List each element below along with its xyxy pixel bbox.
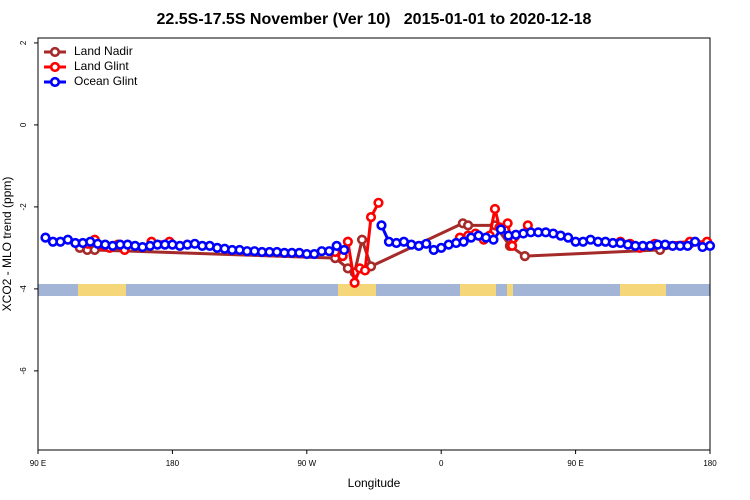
point	[488, 234, 499, 245]
chart-title: 22.5S-17.5S November (Ver 10) 2015-01-01…	[157, 11, 592, 28]
y-tick-label: 2	[19, 40, 28, 45]
point	[519, 250, 530, 262]
point	[324, 246, 335, 257]
point	[462, 220, 474, 231]
legend-label: Ocean Glint	[74, 74, 138, 88]
legend-marker	[49, 61, 61, 73]
land-band	[507, 284, 513, 296]
x-axis-label: Longitude	[348, 476, 401, 490]
x-tick-label: 90 E	[30, 459, 46, 468]
point	[507, 240, 518, 251]
point	[495, 224, 507, 235]
land-band	[78, 284, 126, 296]
point	[489, 203, 501, 215]
point	[331, 240, 342, 251]
point	[365, 212, 377, 223]
point	[689, 236, 701, 247]
point	[458, 236, 469, 247]
land-band	[620, 284, 666, 296]
y-tick-label: -6	[19, 367, 28, 375]
legend-item: Land Nadir	[44, 44, 133, 58]
x-tick-label: 180	[703, 459, 717, 468]
legend-marker	[49, 46, 61, 58]
point	[40, 232, 51, 243]
legend-label: Land Glint	[74, 59, 129, 73]
land-band	[460, 284, 496, 296]
surface-band	[38, 284, 710, 296]
point	[359, 265, 371, 276]
x-tick-label: 0	[439, 459, 444, 468]
y-axis-label: XCO2 - MLO trend (ppm)	[0, 177, 14, 312]
point	[349, 277, 360, 288]
point	[376, 220, 387, 231]
point	[339, 244, 350, 256]
legend-label: Land Nadir	[74, 44, 133, 58]
legend-item: Ocean Glint	[44, 74, 138, 88]
y-tick-label: 0	[19, 122, 28, 127]
point	[563, 232, 574, 243]
point	[502, 218, 513, 229]
x-tick-label: 90 E	[567, 459, 583, 468]
legend-marker	[49, 76, 61, 88]
x-tick-label: 90 W	[297, 459, 316, 468]
point	[704, 240, 716, 251]
point	[373, 197, 384, 208]
point	[421, 238, 432, 249]
point	[356, 234, 368, 245]
x-tick-label: 180	[166, 459, 180, 468]
point	[682, 240, 693, 251]
series	[40, 220, 716, 260]
point	[342, 236, 353, 247]
land-band	[338, 284, 376, 296]
legend-item: Land Glint	[44, 59, 129, 73]
y-tick-label: -4	[19, 285, 28, 293]
y-tick-label: -2	[19, 203, 28, 211]
